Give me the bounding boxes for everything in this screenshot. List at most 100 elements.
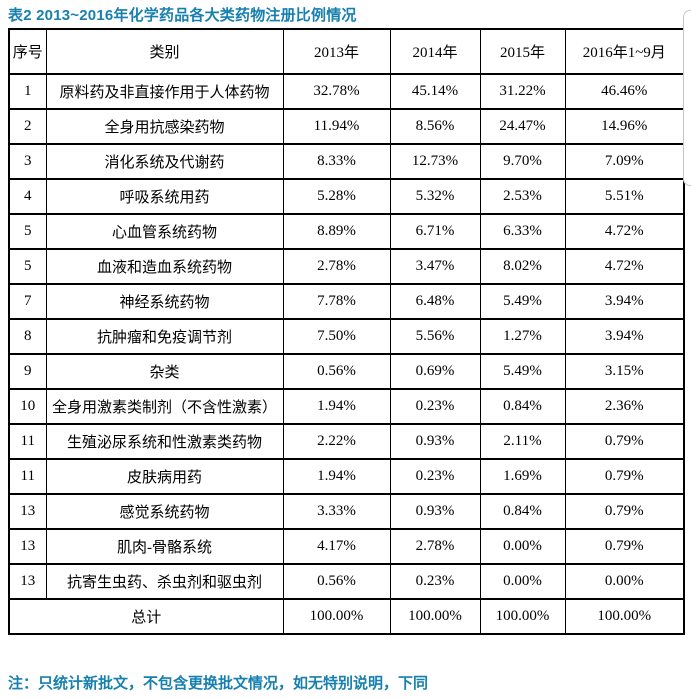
value-cell: 0.79% — [564, 493, 685, 530]
value-cell: 4.72% — [564, 213, 685, 250]
category-cell: 神经系统药物 — [45, 283, 284, 320]
value-cell: 1.69% — [479, 458, 566, 495]
header-row: 序号 类别 2013年 2014年 2015年 2016年1~9月 — [8, 28, 685, 75]
table-row: 5 血液和造血系统药物 2.78% 3.47% 8.02% 4.72% — [8, 248, 685, 285]
value-cell: 0.56% — [282, 563, 391, 600]
row-number-cell: 13 — [8, 563, 47, 600]
row-number-cell: 10 — [8, 388, 47, 425]
category-cell: 抗肿瘤和免疫调节剂 — [45, 318, 284, 355]
value-cell: 0.79% — [564, 458, 685, 495]
right-edge-panel-artifact — [683, 10, 691, 186]
value-cell: 8.02% — [479, 248, 566, 285]
header-cell-2016: 2016年1~9月 — [564, 28, 685, 75]
total-value-cell: 100.00% — [479, 598, 566, 635]
row-number-cell: 4 — [8, 178, 47, 215]
value-cell: 5.51% — [564, 178, 685, 215]
value-cell: 8.56% — [389, 108, 481, 145]
value-cell: 9.70% — [479, 143, 566, 180]
table-row: 13 肌肉-骨骼系统 4.17% 2.78% 0.00% 0.79% — [8, 528, 685, 565]
value-cell: 2.53% — [479, 178, 566, 215]
category-cell: 全身用抗感染药物 — [45, 108, 284, 145]
table-row: 5 心血管系统药物 8.89% 6.71% 6.33% 4.72% — [8, 213, 685, 250]
value-cell: 3.15% — [564, 353, 685, 390]
table-row: 3 消化系统及代谢药 8.33% 12.73% 9.70% 7.09% — [8, 143, 685, 180]
category-cell: 生殖泌尿系统和性激素类药物 — [45, 423, 284, 460]
value-cell: 0.00% — [479, 528, 566, 565]
value-cell: 45.14% — [389, 73, 481, 110]
category-cell: 呼吸系统用药 — [45, 178, 284, 215]
value-cell: 7.50% — [282, 318, 391, 355]
value-cell: 5.49% — [479, 283, 566, 320]
header-cell-2013: 2013年 — [282, 28, 391, 75]
value-cell: 5.28% — [282, 178, 391, 215]
value-cell: 0.79% — [564, 423, 685, 460]
table-row: 2 全身用抗感染药物 11.94% 8.56% 24.47% 14.96% — [8, 108, 685, 145]
value-cell: 6.48% — [389, 283, 481, 320]
table-row: 9 杂类 0.56% 0.69% 5.49% 3.15% — [8, 353, 685, 390]
value-cell: 5.32% — [389, 178, 481, 215]
value-cell: 0.93% — [389, 423, 481, 460]
value-cell: 24.47% — [479, 108, 566, 145]
value-cell: 5.56% — [389, 318, 481, 355]
value-cell: 5.49% — [479, 353, 566, 390]
table-row: 11 皮肤病用药 1.94% 0.23% 1.69% 0.79% — [8, 458, 685, 495]
table-row: 13 感觉系统药物 3.33% 0.93% 0.84% 0.79% — [8, 493, 685, 530]
value-cell: 0.00% — [564, 563, 685, 600]
value-cell: 8.33% — [282, 143, 391, 180]
table-row: 1 原料药及非直接作用于人体药物 32.78% 45.14% 31.22% 46.46% — [8, 73, 685, 110]
category-cell: 消化系统及代谢药 — [45, 143, 284, 180]
value-cell: 32.78% — [282, 73, 391, 110]
total-label-cell: 总计 — [8, 598, 284, 635]
value-cell: 8.89% — [282, 213, 391, 250]
row-number-cell: 11 — [8, 458, 47, 495]
value-cell: 14.96% — [564, 108, 685, 145]
value-cell: 0.00% — [479, 563, 566, 600]
header-cell-seq: 序号 — [8, 28, 47, 75]
value-cell: 2.78% — [282, 248, 391, 285]
table-row: 4 呼吸系统用药 5.28% 5.32% 2.53% 5.51% — [8, 178, 685, 215]
row-number-cell: 7 — [8, 283, 47, 320]
header-cell-2014: 2014年 — [389, 28, 481, 75]
drug-registration-table: 序号 类别 2013年 2014年 2015年 2016年1~9月 1 原料药及非… — [8, 28, 685, 635]
category-cell: 全身用激素类制剂（不含性激素） — [45, 388, 284, 425]
category-cell: 杂类 — [45, 353, 284, 390]
category-cell: 感觉系统药物 — [45, 493, 284, 530]
category-cell: 抗寄生虫药、杀虫剂和驱虫剂 — [45, 563, 284, 600]
table-row: 7 神经系统药物 7.78% 6.48% 5.49% 3.94% — [8, 283, 685, 320]
value-cell: 2.36% — [564, 388, 685, 425]
value-cell: 4.72% — [564, 248, 685, 285]
category-cell: 皮肤病用药 — [45, 458, 284, 495]
row-number-cell: 13 — [8, 493, 47, 530]
table-row: 10 全身用激素类制剂（不含性激素） 1.94% 0.23% 0.84% 2.36% — [8, 388, 685, 425]
value-cell: 1.27% — [479, 318, 566, 355]
category-cell: 原料药及非直接作用于人体药物 — [45, 73, 284, 110]
value-cell: 31.22% — [479, 73, 566, 110]
category-cell: 肌肉-骨骼系统 — [45, 528, 284, 565]
value-cell: 0.23% — [389, 563, 481, 600]
row-number-cell: 11 — [8, 423, 47, 460]
value-cell: 1.94% — [282, 388, 391, 425]
total-row: 总计 100.00% 100.00% 100.00% 100.00% — [8, 598, 685, 635]
row-number-cell: 1 — [8, 73, 47, 110]
value-cell: 12.73% — [389, 143, 481, 180]
value-cell: 2.11% — [479, 423, 566, 460]
value-cell: 0.23% — [389, 458, 481, 495]
total-value-cell: 100.00% — [564, 598, 685, 635]
table-row: 11 生殖泌尿系统和性激素类药物 2.22% 0.93% 2.11% 0.79% — [8, 423, 685, 460]
footnote: 注：只统计新批文，不包含更换批文情况，如无特别说明，下同 — [8, 675, 429, 692]
value-cell: 0.56% — [282, 353, 391, 390]
value-cell: 46.46% — [564, 73, 685, 110]
total-value-cell: 100.00% — [389, 598, 481, 635]
value-cell: 0.23% — [389, 388, 481, 425]
table-body: 1 原料药及非直接作用于人体药物 32.78% 45.14% 31.22% 46.46% 2… — [8, 73, 685, 600]
value-cell: 7.09% — [564, 143, 685, 180]
row-number-cell: 8 — [8, 318, 47, 355]
value-cell: 1.94% — [282, 458, 391, 495]
value-cell: 3.33% — [282, 493, 391, 530]
page-title: 表2 2013~2016年化学药品各大类药物注册比例情况 — [8, 7, 357, 24]
table-header: 序号 类别 2013年 2014年 2015年 2016年1~9月 — [8, 28, 685, 75]
value-cell: 3.47% — [389, 248, 481, 285]
category-cell: 血液和造血系统药物 — [45, 248, 284, 285]
row-number-cell: 9 — [8, 353, 47, 390]
header-cell-category: 类别 — [45, 28, 284, 75]
